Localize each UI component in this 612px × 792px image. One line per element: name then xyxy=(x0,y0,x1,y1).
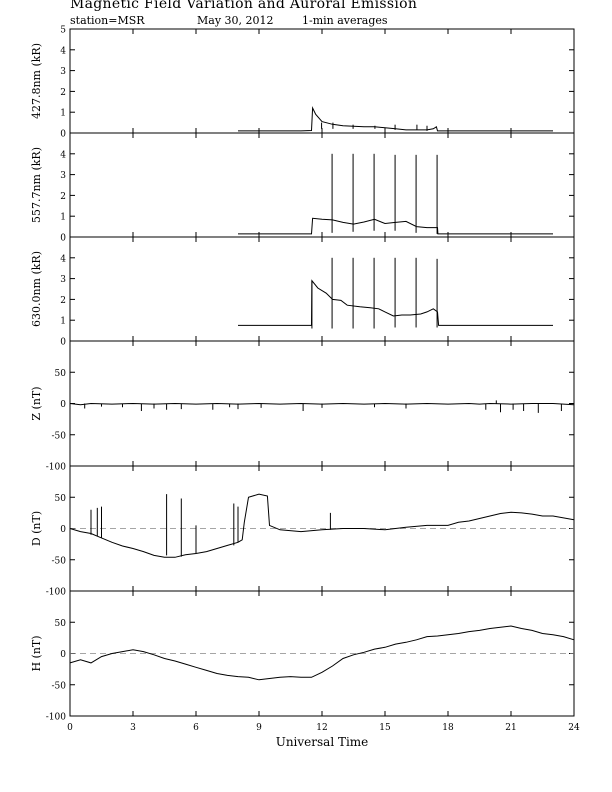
station-label: station=MSR xyxy=(70,14,145,27)
y-tick-label: 0 xyxy=(60,650,66,660)
y-tick-label: 0 xyxy=(60,400,66,410)
y-tick-label: 2 xyxy=(60,296,66,306)
x-tick-label: 6 xyxy=(193,723,199,733)
x-tick-label: 12 xyxy=(316,723,327,733)
y-tick-label: 50 xyxy=(55,619,67,629)
y-tick-label: 4 xyxy=(60,254,66,264)
y-tick-label: 5 xyxy=(60,26,66,36)
panel-1-frame xyxy=(69,28,575,134)
panel-2-y-axis-label: 557.7nm (kR) xyxy=(30,147,43,223)
panel-3-series-line xyxy=(238,279,553,326)
y-tick-label: -50 xyxy=(52,681,67,691)
y-tick-label: 0 xyxy=(60,525,66,535)
x-tick-label: 9 xyxy=(256,723,262,733)
x-tick-label: 15 xyxy=(379,723,391,733)
chart-title: Magnetic Field Variation and Auroral Emi… xyxy=(70,0,418,12)
x-axis-label: Universal Time xyxy=(276,735,369,749)
x-tick-label: 21 xyxy=(505,723,516,733)
y-tick-label: -50 xyxy=(52,556,67,566)
y-tick-label: -100 xyxy=(46,463,66,473)
y-tick-label: 3 xyxy=(60,67,66,77)
panel-3-y-axis-label: 630.0nm (kR) xyxy=(30,251,43,327)
x-tick-label: 3 xyxy=(130,723,136,733)
panel-5-y-axis-label: D (nT) xyxy=(30,511,43,546)
panel-4-y-axis-label: Z (nT) xyxy=(30,386,43,420)
panel-1-y-axis-label: 427.8nm (kR) xyxy=(30,43,43,119)
y-tick-label: 1 xyxy=(60,213,66,223)
date-label: May 30, 2012 xyxy=(197,14,274,27)
y-tick-label: -100 xyxy=(46,713,66,723)
y-tick-label: 4 xyxy=(60,46,66,56)
y-tick-label: 2 xyxy=(60,192,66,202)
panel-6-series-line xyxy=(69,625,575,681)
x-tick-label: 18 xyxy=(442,723,454,733)
panel-6-y-axis-label: H (nT) xyxy=(30,635,43,671)
x-tick-label: 24 xyxy=(568,723,580,733)
panel-2-series-line xyxy=(238,217,553,235)
y-tick-label: 0 xyxy=(60,130,66,140)
y-tick-label: 3 xyxy=(60,275,66,285)
y-tick-label: 0 xyxy=(60,234,66,244)
y-tick-label: 50 xyxy=(55,369,67,379)
y-tick-label: 0 xyxy=(60,338,66,348)
y-tick-label: 4 xyxy=(60,150,66,160)
y-tick-label: -50 xyxy=(52,431,67,441)
panel-1-series-line xyxy=(238,106,553,132)
y-tick-label: 1 xyxy=(60,317,66,327)
y-tick-label: 3 xyxy=(60,171,66,181)
y-tick-label: 50 xyxy=(55,494,67,504)
y-tick-label: 2 xyxy=(60,88,66,98)
averaging-label: 1-min averages xyxy=(302,14,388,27)
y-tick-label: -100 xyxy=(46,588,66,598)
panel-5-series-line xyxy=(69,493,575,558)
x-tick-label: 0 xyxy=(67,723,73,733)
panel-2-frame xyxy=(69,132,575,238)
y-tick-label: 1 xyxy=(60,109,66,119)
